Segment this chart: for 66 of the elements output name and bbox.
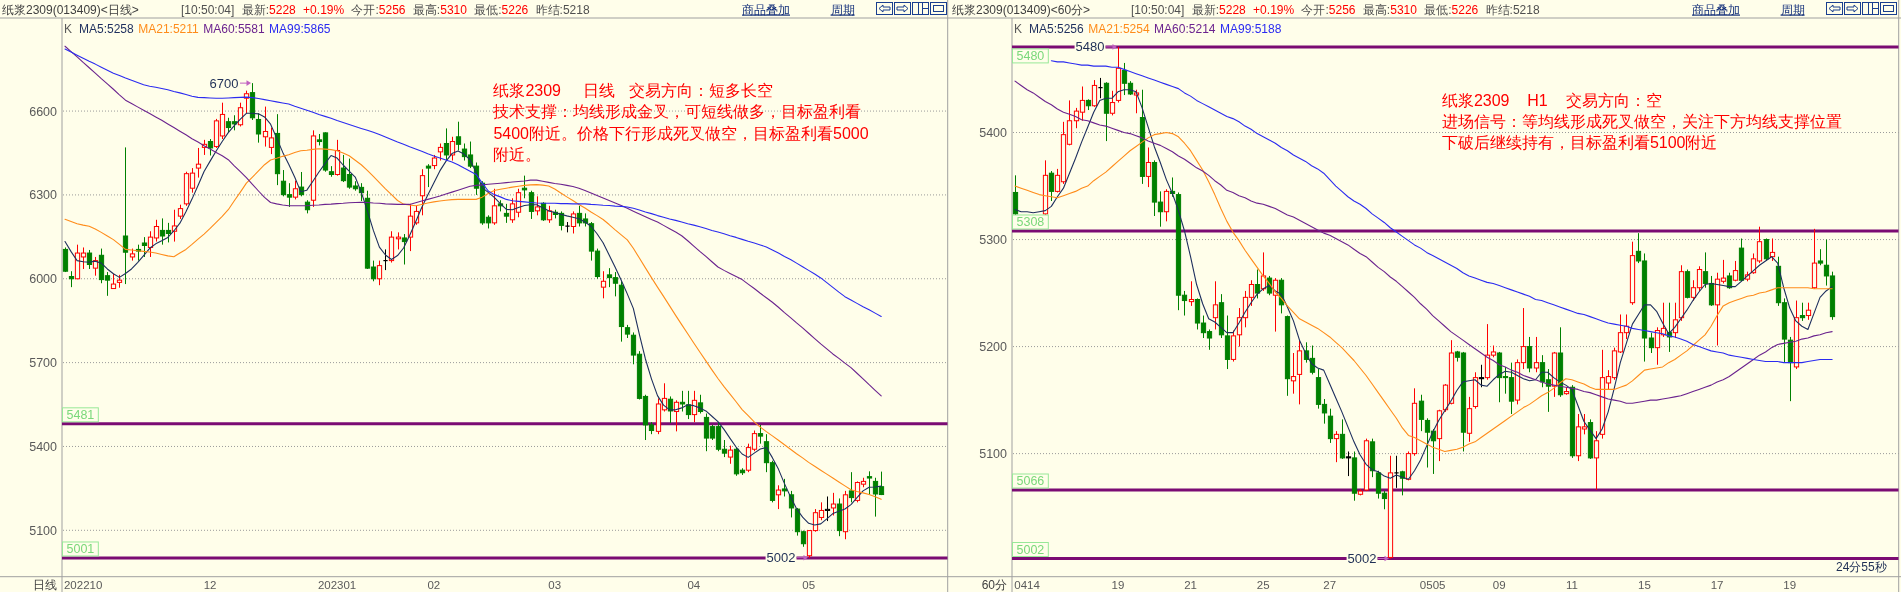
- y-tick-label: 5400: [979, 126, 1008, 141]
- x-tick-label: 202210: [63, 578, 103, 591]
- x-tick-label: 0505: [1419, 578, 1446, 591]
- annotation: 5002: [766, 550, 796, 566]
- x-tick-label: 05: [802, 578, 816, 591]
- y-tick-label: 5200: [979, 340, 1008, 355]
- text: 周期: [1780, 2, 1805, 17]
- text: [10:50:04] 最新:5228 +0.19% 今开:5256 最高:5310 最低:5226 昨结:5218: [1131, 2, 1540, 17]
- text: MA99:5188: [1220, 21, 1282, 36]
- ref-line-label: 5066: [1016, 474, 1045, 489]
- y-tick-label: 5400: [29, 439, 58, 454]
- text: MA99:5865: [269, 21, 331, 36]
- y-tick-label: 5100: [29, 523, 58, 538]
- annotation: 5400附近。价格下行形成死叉做空，目标盈利看5000: [493, 124, 869, 142]
- y-tick-label: 5300: [979, 233, 1008, 248]
- ref-line-label: 5308: [1016, 215, 1045, 230]
- annotation: 纸浆2309 H1 交易方向：空: [1441, 91, 1662, 109]
- x-tick-label: 21: [1184, 578, 1197, 591]
- x-tick-label: 02: [427, 578, 441, 591]
- x-tick-label: 04: [687, 578, 701, 591]
- x-tick-label: 0414: [1014, 578, 1041, 591]
- x-tick-label: 27: [1323, 578, 1337, 591]
- text: MA60:5214: [1154, 21, 1216, 36]
- annotation: K: [1014, 21, 1023, 36]
- text: 周期: [830, 2, 855, 17]
- text: MA21:5254: [1088, 21, 1150, 36]
- annotation: 附近。: [493, 145, 542, 163]
- ref-line-label: 5481: [66, 408, 95, 423]
- annotation: 6700: [209, 75, 239, 91]
- text: 商品叠加: [742, 2, 790, 17]
- annotation: 技术支撑：均线形成金叉，可短线做多，目标盈利看: [492, 103, 862, 121]
- y-tick-label: 5700: [29, 356, 58, 371]
- text: MA21:5211: [138, 21, 200, 36]
- x-tick-label: 19: [1783, 578, 1797, 591]
- text: [10:50:04] 最新:5228 +0.19% 今开:5256 最高:5310 最低:5226 昨结:5218: [181, 2, 590, 17]
- annotation: 纸浆2309 日线 交易方向：短多长空: [493, 82, 773, 100]
- y-tick-label: 6600: [29, 104, 58, 119]
- x-tick-label: 09: [1492, 578, 1506, 591]
- annotation: 下破后继续持有，目标盈利看5100附近: [1441, 134, 1718, 152]
- x-tick-label: 12: [203, 578, 217, 591]
- ref-line-label: 5001: [66, 542, 95, 557]
- text: MA5:5256: [1029, 21, 1085, 36]
- annotation: 5002: [1347, 551, 1377, 566]
- y-tick-label: 6300: [29, 188, 58, 203]
- annotation: K: [64, 21, 73, 36]
- x-axis-title: 日线: [33, 577, 57, 592]
- text: 商品叠加: [1692, 2, 1740, 17]
- y-tick-label: 5100: [979, 447, 1008, 462]
- chart-title: 纸浆2309(013409)<日线>: [2, 2, 139, 17]
- x-tick-label: 202301: [317, 578, 357, 591]
- x-tick-label: 15: [1638, 578, 1651, 591]
- x-tick-label: 03: [548, 578, 562, 591]
- x-tick-label: 25: [1256, 578, 1270, 591]
- chart-title: 纸浆2309(013409)<60分>: [952, 2, 1091, 17]
- annotation: 5480: [1075, 39, 1105, 55]
- annotation: 进场信号：等均线形成死叉做空，关注下方均线支撑位置: [1441, 113, 1842, 131]
- x-tick-label: 17: [1710, 578, 1724, 591]
- x-axis-title: 60分: [981, 577, 1007, 592]
- ref-line-label: 5480: [1016, 49, 1045, 64]
- text: MA5:5258: [79, 21, 135, 36]
- x-tick-label: 11: [1565, 578, 1578, 591]
- text: 24分55秒: [1836, 559, 1887, 574]
- text: MA60:5581: [203, 21, 265, 36]
- x-tick-label: 19: [1111, 578, 1125, 591]
- ref-line-label: 5002: [1016, 542, 1045, 557]
- y-tick-label: 6000: [29, 272, 58, 287]
